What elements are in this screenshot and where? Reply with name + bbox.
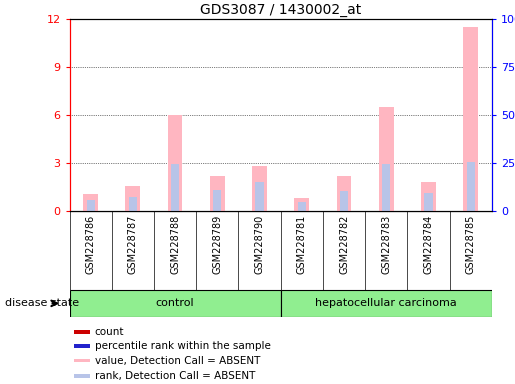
Text: value, Detection Call = ABSENT: value, Detection Call = ABSENT: [95, 356, 260, 366]
Text: control: control: [156, 298, 194, 308]
Text: GSM228788: GSM228788: [170, 214, 180, 273]
Text: GSM228782: GSM228782: [339, 214, 349, 274]
Bar: [83, 194, 98, 211]
Bar: [129, 197, 137, 211]
Bar: [74, 344, 90, 348]
Bar: [464, 27, 478, 211]
Bar: [213, 190, 221, 211]
Text: count: count: [95, 327, 124, 337]
Bar: [421, 182, 436, 211]
Bar: [126, 185, 140, 211]
Bar: [424, 193, 433, 211]
Text: GSM228787: GSM228787: [128, 214, 138, 274]
Bar: [74, 359, 90, 362]
Bar: [382, 164, 390, 211]
Text: disease state: disease state: [5, 298, 79, 308]
Text: GSM228785: GSM228785: [466, 214, 476, 274]
Text: GSM228784: GSM228784: [423, 214, 434, 273]
Bar: [379, 107, 393, 211]
Bar: [168, 115, 182, 211]
Title: GDS3087 / 1430002_at: GDS3087 / 1430002_at: [200, 3, 362, 17]
Bar: [255, 182, 264, 211]
Bar: [337, 176, 351, 211]
Text: GSM228789: GSM228789: [212, 214, 222, 273]
Bar: [70, 290, 281, 317]
Text: rank, Detection Call = ABSENT: rank, Detection Call = ABSENT: [95, 371, 255, 381]
Text: percentile rank within the sample: percentile rank within the sample: [95, 341, 270, 351]
Text: GSM228781: GSM228781: [297, 214, 307, 273]
Text: GSM228786: GSM228786: [85, 214, 96, 273]
Bar: [171, 164, 179, 211]
Bar: [87, 200, 95, 211]
Text: GSM228790: GSM228790: [254, 214, 265, 273]
Bar: [74, 330, 90, 334]
Bar: [281, 290, 492, 317]
Bar: [340, 191, 348, 211]
Bar: [74, 374, 90, 377]
Bar: [295, 199, 309, 211]
Bar: [298, 202, 306, 211]
Text: GSM228783: GSM228783: [381, 214, 391, 273]
Bar: [467, 162, 475, 211]
Bar: [210, 176, 225, 211]
Text: hepatocellular carcinoma: hepatocellular carcinoma: [315, 298, 457, 308]
Bar: [252, 166, 267, 211]
